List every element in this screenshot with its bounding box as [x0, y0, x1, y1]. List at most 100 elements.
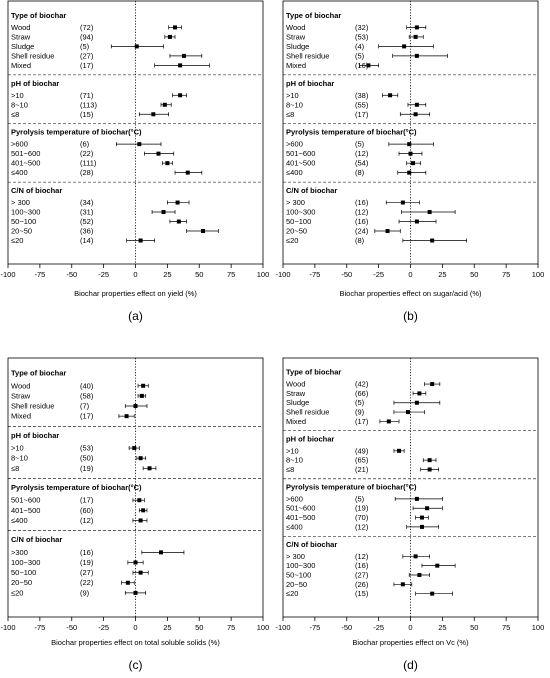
- row-sample-size: (19): [355, 504, 369, 513]
- row-label: 20~50: [286, 580, 307, 589]
- mean-point: [181, 53, 186, 58]
- x-tick-label: -25: [373, 270, 384, 279]
- row-label: 50~100: [11, 217, 36, 226]
- row-label: Straw: [286, 32, 306, 41]
- row-label: ≤20: [286, 589, 298, 598]
- mean-point: [414, 496, 419, 501]
- row-label: Mixed: [11, 61, 31, 70]
- row-sample-size: (34): [80, 198, 94, 207]
- mean-point: [414, 25, 419, 30]
- group-title: Type of biochar: [286, 11, 341, 20]
- row-sample-size: (17): [80, 496, 94, 505]
- row-label: 401~500: [11, 159, 40, 168]
- x-tick-label: -75: [309, 270, 320, 279]
- row-sample-size: (4): [355, 42, 365, 51]
- row-sample-size: (7): [80, 402, 90, 411]
- mean-point: [124, 414, 129, 419]
- row-sample-size: (38): [355, 91, 369, 100]
- row-sample-size: (16): [355, 198, 369, 207]
- mean-point: [137, 142, 142, 147]
- row-label: 8~10: [11, 454, 28, 463]
- row-sample-size: (15): [80, 110, 94, 119]
- row-sample-size: (27): [80, 51, 94, 60]
- row-sample-size: (27): [80, 568, 94, 577]
- mean-point: [151, 112, 156, 117]
- mean-point: [430, 591, 435, 596]
- row-label: >600: [11, 140, 28, 149]
- row-label: ≤400: [11, 516, 28, 525]
- row-label: Sludge: [286, 42, 309, 51]
- mean-point: [407, 170, 412, 175]
- row-label: 501~600: [286, 149, 315, 158]
- mean-point: [388, 93, 393, 98]
- row-sample-size: (50): [80, 454, 94, 463]
- row-sample-size: (22): [80, 149, 94, 158]
- mean-point: [138, 238, 143, 243]
- mean-point: [405, 410, 410, 415]
- row-label: >300: [11, 548, 28, 557]
- row-label: Sludge: [286, 398, 309, 407]
- mean-point: [125, 580, 130, 585]
- row-sample-size: (9): [355, 408, 365, 417]
- row-sample-size: (17): [80, 412, 94, 421]
- mean-point: [435, 563, 440, 568]
- row-label: Straw: [286, 389, 306, 398]
- mean-point: [138, 570, 143, 575]
- row-label: Wood: [286, 380, 305, 389]
- mean-point: [427, 458, 432, 463]
- row-label: 50~100: [286, 570, 311, 579]
- row-label: > 300: [286, 552, 305, 561]
- mean-point: [419, 515, 424, 520]
- row-label: Shell residue: [286, 408, 329, 417]
- group-title: C/N of biochar: [11, 186, 62, 195]
- mean-point: [386, 419, 391, 424]
- mean-point: [137, 498, 142, 503]
- row-sample-size: (8): [355, 168, 365, 177]
- panel-label: (b): [403, 309, 418, 323]
- x-axis-label: Biochar properties effect on total solub…: [51, 638, 220, 647]
- row-label: Wood: [11, 23, 30, 32]
- row-label: >600: [286, 140, 303, 149]
- row-sample-size: (26): [355, 580, 369, 589]
- mean-point: [147, 466, 152, 471]
- group-title: Pyrolysis temperature of biochar(°C): [286, 483, 417, 492]
- row-sample-size: (5): [355, 494, 365, 503]
- row-label: Wood: [286, 23, 305, 32]
- row-sample-size: (12): [355, 552, 369, 561]
- row-sample-size: (113): [80, 100, 97, 109]
- row-label: 20~50: [11, 578, 32, 587]
- mean-point: [407, 142, 412, 147]
- row-label: >10: [11, 91, 24, 100]
- mean-point: [427, 210, 432, 215]
- group-title: Pyrolysis temperature of biochar(°C): [286, 128, 417, 137]
- x-axis-label: Biochar properties effect on sugar/acid …: [339, 289, 482, 298]
- mean-point: [411, 161, 416, 166]
- row-label: Straw: [11, 32, 31, 41]
- mean-point: [175, 200, 180, 205]
- mean-point: [413, 34, 418, 39]
- mean-point: [201, 229, 206, 234]
- group-title: C/N of biochar: [286, 540, 337, 549]
- row-label: Shell residue: [11, 51, 54, 60]
- forest-plot-panel: Type of biochar Wood (32) Straw (53) Sludge (4…: [275, 0, 544, 323]
- x-tick-label: 25: [438, 270, 446, 279]
- row-label: Mixed: [286, 417, 306, 426]
- mean-point: [413, 554, 418, 559]
- row-sample-size: (8): [355, 236, 365, 245]
- row-sample-size: (17): [355, 417, 369, 426]
- row-sample-size: (32): [355, 23, 369, 32]
- row-sample-size: (94): [80, 32, 94, 41]
- row-label: 100~300: [286, 561, 315, 570]
- group-title: pH of biochar: [286, 79, 334, 88]
- row-label: Mixed: [286, 61, 306, 70]
- row-label: 501~600: [11, 496, 40, 505]
- row-sample-size: (17): [80, 61, 94, 70]
- row-sample-size: (70): [355, 513, 369, 522]
- row-label: 401~500: [286, 513, 315, 522]
- row-sample-size: (42): [355, 380, 369, 389]
- row-sample-size: (58): [80, 391, 94, 400]
- mean-point: [397, 448, 402, 453]
- row-label: >10: [286, 446, 299, 455]
- mean-point: [419, 524, 424, 529]
